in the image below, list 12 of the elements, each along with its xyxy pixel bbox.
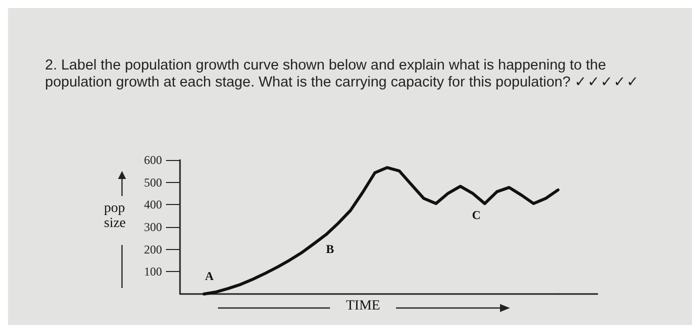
- y-tick-label: 500: [144, 175, 162, 190]
- y-tick-label: 300: [144, 220, 162, 234]
- y-tick-label: 400: [144, 198, 162, 212]
- y-tick-label: 600: [144, 153, 162, 167]
- chart-title: 2. Label the population growth curve shown below and explain what is happening to the population growth at each stage. What is the carrying capacity for this population? ✓✓✓✓✓: [45, 58, 640, 90]
- y-tick-label: 200: [144, 242, 162, 256]
- y-axis-title: pop size: [104, 201, 126, 231]
- y-tick-label: 100: [144, 264, 162, 279]
- annotation: B: [326, 242, 334, 256]
- annotation: A: [205, 269, 214, 283]
- annotation: C: [472, 208, 481, 222]
- x-axis-title: TIME: [346, 298, 380, 314]
